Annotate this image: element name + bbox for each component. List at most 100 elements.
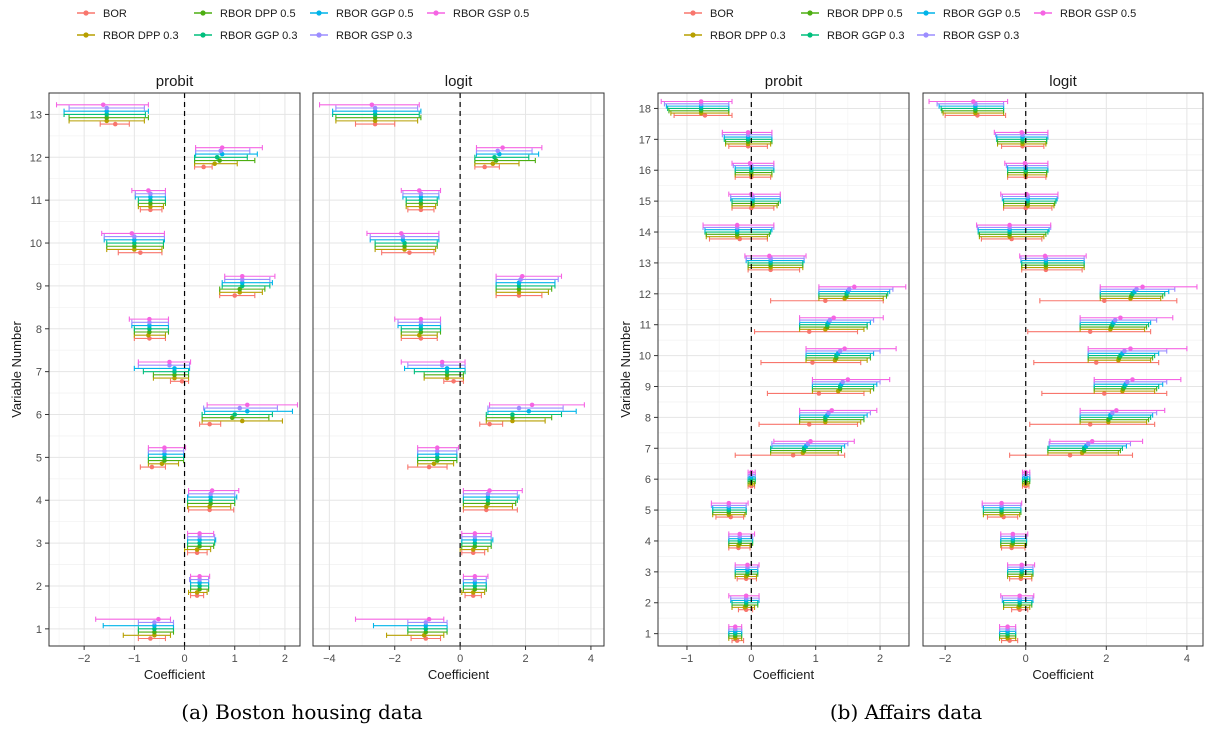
point-estimate-dpp05 [472,586,478,592]
point-estimate-ggp05 [434,451,440,457]
y-tick-label: 7 [36,367,42,379]
panel-strip-probit-a [49,67,300,93]
y-tick-label: 14 [639,227,651,239]
variable-group-18 [928,98,1009,118]
y-tick-label: 12 [639,289,651,301]
point-estimate-gsp03 [423,620,429,625]
y-tick-label: 5 [645,505,651,517]
point-estimate-dpp03 [237,290,243,295]
point-estimate-bor [372,121,378,127]
x-tick-label: 0 [748,653,754,665]
legend-key-point [807,32,813,38]
point-estimate-ggp05 [244,408,250,414]
point-estimate-gsp03 [104,105,110,111]
y-tick-label: 9 [645,381,651,393]
variable-group-11 [753,315,884,335]
variable-group-2 [188,573,211,599]
point-estimate-dpp03 [194,547,200,552]
panel-title-probit-a: probit [156,73,194,90]
point-estimate-gsp05 [1019,130,1025,135]
legend-label: RBOR GSP 0.5 [1060,8,1136,20]
point-estimate-bor [470,550,476,556]
point-estimate-gsp05 [842,346,847,351]
point-estimate-gsp03 [826,410,831,416]
variable-group-3 [734,562,760,582]
point-estimate-gsp03 [132,234,137,239]
point-estimate-gsp05 [472,574,478,579]
point-estimate-gsp03 [516,405,522,411]
x-tick-label: 2 [282,653,288,665]
point-estimate-ggp03 [516,283,522,289]
variable-group-8 [394,316,442,342]
panel-strip-logit-a [313,67,604,93]
point-estimate-dpp03 [372,118,378,124]
x-axis-title: Coefficient [1032,667,1094,682]
y-tick-label: 11 [640,320,651,332]
point-estimate-gsp05 [1118,315,1123,321]
point-estimate-bor [207,421,212,427]
point-estimate-dpp05 [104,115,110,120]
variable-group-9 [766,376,891,397]
y-tick-label: 3 [645,567,651,579]
point-estimate-gsp05 [767,253,772,259]
point-estimate-gsp05 [472,531,478,536]
point-estimate-gsp05 [529,402,535,408]
variable-group-5 [407,445,460,470]
point-estimate-gsp05 [219,145,225,150]
variable-group-12 [770,284,907,304]
point-estimate-dpp03 [172,375,177,381]
variable-group-10 [101,230,166,256]
legend-label: RBOR DPP 0.5 [827,8,903,20]
point-estimate-ggp03 [148,197,153,203]
variable-group-11 [1027,315,1174,335]
point-estimate-bor [407,250,412,255]
point-estimate-gsp05 [147,316,152,322]
point-estimate-ggp05 [418,194,424,200]
variable-group-7 [1009,438,1144,458]
point-estimate-gsp05 [1019,562,1025,568]
legend-label: BOR [710,8,734,20]
variable-group-5 [710,500,749,520]
variable-group-12 [194,145,263,170]
y-tick-label: 10 [30,238,42,250]
point-estimate-gsp05 [999,500,1004,506]
point-estimate-gsp05 [971,99,976,104]
variable-group-8 [128,316,170,342]
x-tick-label: 0 [181,653,187,665]
point-estimate-gsp05 [1130,377,1135,382]
point-estimate-gsp05 [829,408,835,413]
legend-label: RBOR GSP 0.5 [453,8,529,20]
point-estimate-bor [112,121,118,127]
point-estimate-bor [232,293,238,298]
point-estimate-gsp05 [1128,346,1133,351]
point-estimate-ggp03 [472,540,478,546]
point-estimate-dpp05 [237,286,243,292]
caption-b: (b) Affairs data [829,700,983,724]
variable-group-1 [998,624,1019,644]
point-estimate-gsp05 [244,402,250,408]
point-estimate-gsp05 [369,102,375,108]
point-estimate-dpp05 [208,501,213,506]
panel-strip-logit-b [923,67,1203,93]
legend-key-point [83,32,89,38]
point-estimate-ggp03 [418,326,424,332]
legend-key-point [200,10,206,16]
legend-label: BOR [103,8,127,20]
point-estimate-gsp03 [162,448,167,454]
point-estimate-ggp05 [152,623,157,628]
point-estimate-dpp05 [434,458,440,463]
point-estimate-ggp05 [239,280,245,285]
point-estimate-ggp03 [147,326,152,332]
variable-group-17 [721,129,773,149]
point-estimate-bor [148,207,153,213]
y-tick-label: 13 [639,258,651,270]
point-estimate-ggp05 [418,323,424,328]
point-estimate-gsp03 [472,534,478,539]
caption-a: (a) Boston housing data [181,700,423,724]
point-estimate-gsp05 [239,273,245,279]
variable-group-1 [354,616,448,642]
point-estimate-gsp03 [1134,286,1139,292]
point-estimate-gsp05 [156,616,161,622]
y-tick-label: 4 [36,495,42,507]
